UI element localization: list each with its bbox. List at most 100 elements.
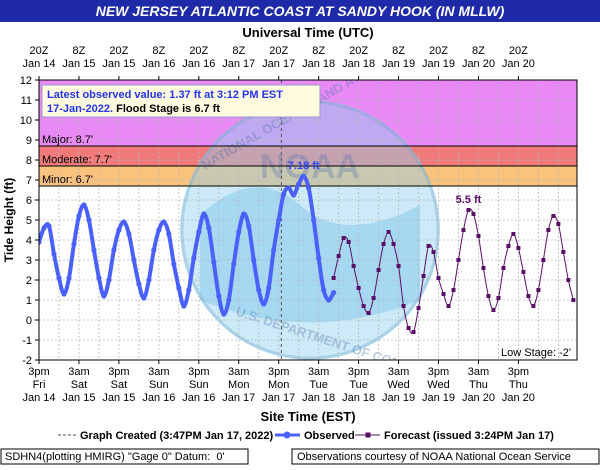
forecast-point (536, 288, 541, 292)
forecast-point (331, 276, 336, 280)
forecast-point (556, 222, 561, 226)
x-axis-title: Site Time (EST) (260, 409, 355, 424)
top-tick-time: 20Z (189, 45, 208, 57)
forecast-point (561, 250, 566, 254)
observed-point (211, 259, 217, 265)
forecast-point (526, 294, 531, 298)
bottom-tick-day: Tue (309, 379, 328, 391)
observed-point (296, 181, 302, 187)
forecast-point (421, 274, 426, 278)
observed-point (311, 217, 317, 223)
latest-value-box-bg (41, 84, 321, 118)
y-tick-label: 7 (26, 175, 32, 187)
observed-point (81, 202, 87, 208)
bottom-tick-date: Jan 16 (182, 392, 215, 404)
watermark-wave (200, 187, 420, 323)
forecast-point (361, 304, 366, 308)
bottom-tick-day: Thu (509, 379, 528, 391)
bottom-tick-date: Jan 16 (142, 392, 175, 404)
low-stage-label: Low Stage: -2' (501, 347, 571, 359)
y-tick-label: -1 (22, 335, 32, 347)
legend-forecast-marker (365, 432, 371, 438)
observed-point (171, 261, 177, 267)
flood-stage-text: Flood Stage is 6.7 ft (113, 103, 220, 115)
top-tick-time: 8Z (152, 45, 165, 57)
observed-point (76, 213, 82, 219)
observed-point (181, 303, 187, 309)
observed-point (256, 287, 262, 293)
bottom-tick-time: 3am (308, 366, 329, 378)
observed-point (71, 241, 77, 247)
bottom-tick-day: Wed (427, 379, 449, 391)
observed-point (116, 227, 122, 233)
forecast-point (566, 278, 571, 282)
observed-point (216, 293, 222, 299)
legend-forecast-label: Forecast (issued 3:24PM Jan 17) (384, 430, 554, 442)
observed-point (101, 293, 107, 299)
observed-point (126, 231, 132, 237)
top-tick-date: Jan 20 (462, 58, 495, 70)
top-tick-time: 8Z (312, 45, 325, 57)
y-tick-label: 6 (26, 195, 32, 207)
top-tick-time: 20Z (429, 45, 448, 57)
bottom-tick-time: 3pm (508, 366, 529, 378)
y-tick-label: 0 (26, 315, 32, 327)
bottom-tick-day: Tue (349, 379, 368, 391)
top-tick-date: Jan 17 (262, 58, 295, 70)
observed-point (301, 173, 307, 179)
bottom-tick-date: Jan 20 (462, 392, 495, 404)
legend-observed-marker (283, 431, 291, 439)
forecast-point (481, 266, 486, 270)
top-tick-date: Jan 18 (302, 58, 335, 70)
forecast-point (401, 304, 406, 308)
top-tick-time: 20Z (109, 45, 128, 57)
data-series (39, 173, 576, 334)
forecast-point (506, 244, 511, 248)
forecast-point (381, 242, 386, 246)
observed-point (46, 223, 52, 229)
observed-point (51, 251, 57, 257)
y-tick-label: 9 (26, 135, 32, 147)
bottom-tick-time: 3am (468, 366, 489, 378)
observed-point (176, 285, 182, 291)
top-tick-time: 20Z (509, 45, 528, 57)
observed-point (266, 285, 272, 291)
noaa-watermark: NOAA NATIONAL OCEANIC AND ATMOSPHERIC AD… (180, 80, 530, 360)
observed-point (331, 290, 337, 296)
bottom-tick-day: Sun (149, 379, 169, 391)
observed-point (66, 275, 72, 281)
bottom-tick-time: 3am (148, 366, 169, 378)
bottom-tick-date: Jan 17 (222, 392, 255, 404)
y-tick-label: 12 (20, 75, 32, 87)
watermark-globe (180, 100, 440, 360)
observed-point (306, 185, 312, 191)
observed-point (96, 275, 102, 281)
forecast-point (406, 326, 411, 330)
y-tick-label: 5 (26, 215, 32, 227)
forecast-point (511, 232, 516, 236)
footer-right-text: Observations courtesy of NOAA National O… (297, 451, 571, 463)
flood-label-major: Major: 8.7' (42, 134, 93, 146)
observed-point (251, 257, 257, 263)
annotations: 7.18 ft 5.5 ft (288, 160, 482, 206)
forecast-point (371, 296, 376, 300)
y-tick-label: -2 (22, 355, 32, 367)
bottom-tick-time: 3am (388, 366, 409, 378)
forecast-point (496, 296, 501, 300)
bottom-tick-date: Jan 15 (62, 392, 95, 404)
bottom-tick-day: Wed (387, 379, 409, 391)
observed-point (231, 261, 237, 267)
top-tick-date: Jan 19 (382, 58, 415, 70)
forecast-point (446, 304, 451, 308)
observed-point (316, 255, 322, 261)
bottom-tick-day: Mon (228, 379, 249, 391)
forecast-point (571, 298, 576, 302)
forecast-point (466, 208, 471, 212)
footer-right-box (291, 448, 600, 465)
y-tick-label: 10 (20, 115, 32, 127)
observed-point (261, 301, 267, 307)
forecast-point (436, 276, 441, 280)
observed-point (201, 211, 207, 217)
observed-point (191, 255, 197, 261)
